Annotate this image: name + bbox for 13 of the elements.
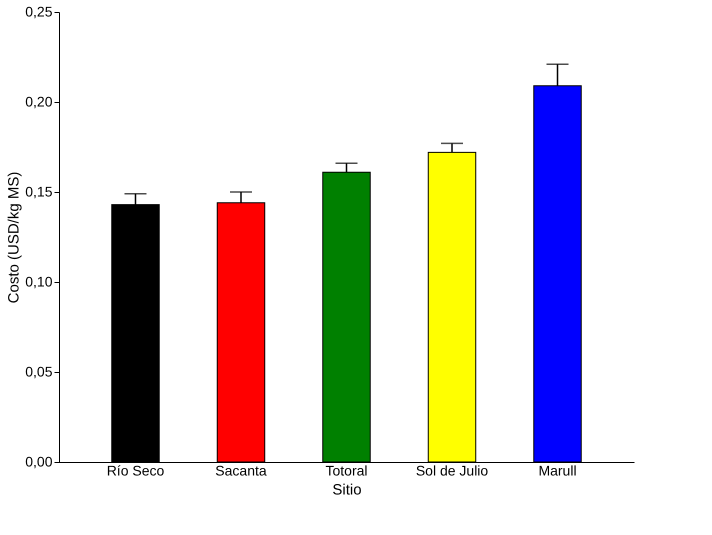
y-tick-label: 0,05 (25, 364, 53, 380)
y-tick-label: 0,25 (25, 4, 53, 20)
x-tick-label: Río Seco (106, 462, 164, 478)
y-tick-label: 0,15 (25, 184, 53, 200)
y-axis-title: Costo (USD/kg MS) (5, 172, 22, 304)
y-tick-label: 0,00 (25, 454, 53, 470)
x-tick-label: Sacanta (215, 462, 267, 478)
x-tick-label: Marull (538, 462, 577, 478)
y-tick-label: 0,20 (25, 94, 53, 110)
x-tick-label: Sol de Julio (416, 462, 488, 478)
y-tick-label: 0,10 (25, 274, 53, 290)
x-tick-label: Totoral (325, 462, 368, 478)
x-axis-title: Sitio (332, 482, 362, 498)
